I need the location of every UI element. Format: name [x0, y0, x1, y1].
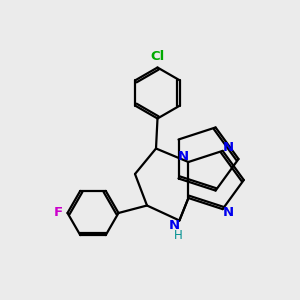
- Text: N: N: [169, 219, 180, 232]
- Text: N: N: [223, 206, 234, 219]
- Text: Cl: Cl: [150, 50, 165, 63]
- Text: H: H: [174, 229, 183, 242]
- Text: N: N: [177, 150, 189, 163]
- Text: N: N: [223, 141, 234, 154]
- Text: F: F: [54, 206, 63, 220]
